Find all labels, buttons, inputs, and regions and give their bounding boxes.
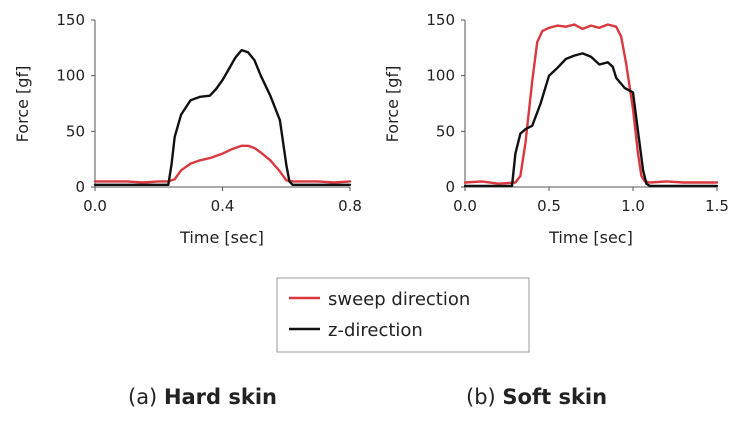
panel-a-x-label: Time [sec] [179,228,264,247]
caption-a: (a) Hard skin [128,385,277,409]
caption-b-title: Soft skin [502,385,607,409]
panel-b-x-tick-label: 1.0 [621,197,645,215]
panel-a-series-sweep-line [93,144,352,184]
panel-a-x-tick-label: 0.8 [338,197,362,215]
panel-a-y-tick-label: 100 [56,67,85,85]
panel-soft-skin: 0.0 0.5 1.0 1.5 0 50 100 150 Time [sec] Force [… [383,11,729,247]
panel-a-series-z-line [93,48,352,187]
panel-a-y-tick-label: 50 [66,122,85,140]
panel-b-x-label: Time [sec] [548,228,633,247]
caption-b: (b) Soft skin [466,385,607,409]
legend-box [276,277,530,353]
panel-a-x-tick-label: 0.0 [83,197,107,215]
legend: sweep direction z-direction [276,277,530,353]
panel-b-y-tick-label: 50 [436,122,455,140]
panel-b-y-tick-label: 0 [445,178,455,196]
panel-b-x-tick-label: 0.0 [453,197,477,215]
panel-b-y-tick-label: 150 [426,11,455,29]
panel-b-series-sweep-line [463,23,719,185]
panel-a-y-tick-label: 150 [56,11,85,29]
panel-a-y-tick-label: 0 [75,178,85,196]
caption-b-prefix: (b) [466,385,502,409]
caption-a-title: Hard skin [164,385,277,409]
legend-sweep-label: sweep direction [328,289,470,310]
panel-b-y-tick-label: 100 [426,67,455,85]
legend-z-label: z-direction [328,320,423,341]
panel-b-x-tick-label: 0.5 [537,197,561,215]
panel-b-y-label: Force [gf] [383,66,402,143]
panel-b-x-tick-label: 1.5 [705,197,729,215]
panel-a-y-label: Force [gf] [13,66,32,143]
panel-a-x-tick-label: 0.4 [211,197,235,215]
panel-hard-skin: 0.0 0.4 0.8 0 50 100 150 Time [sec] Force [gf] [13,11,362,247]
panel-b-series-z-line [463,52,719,188]
caption-a-prefix: (a) [128,385,164,409]
